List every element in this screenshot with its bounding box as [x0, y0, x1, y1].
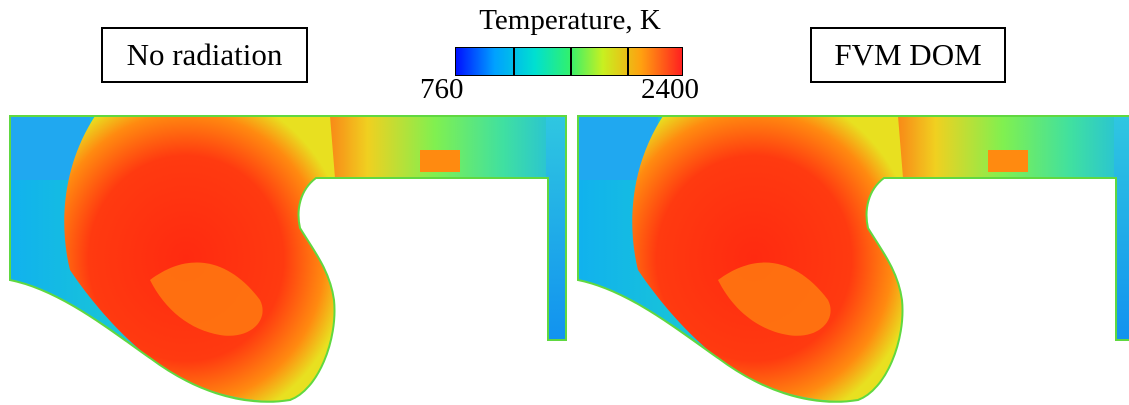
colorbar-min-label: 760	[420, 73, 464, 105]
colorbar-tick	[513, 48, 515, 75]
colorbar-max-label: 2400	[641, 73, 699, 105]
colorbar-tick	[570, 48, 572, 75]
colorbar-title: Temperature, K	[479, 4, 661, 36]
contour-no-radiation	[10, 116, 566, 402]
panel-label-left: No radiation	[101, 27, 308, 83]
colorbar	[455, 47, 683, 76]
panel-label-right: FVM DOM	[810, 27, 1006, 83]
contour-fvm-dom	[578, 116, 1129, 402]
colorbar-tick	[627, 48, 629, 75]
